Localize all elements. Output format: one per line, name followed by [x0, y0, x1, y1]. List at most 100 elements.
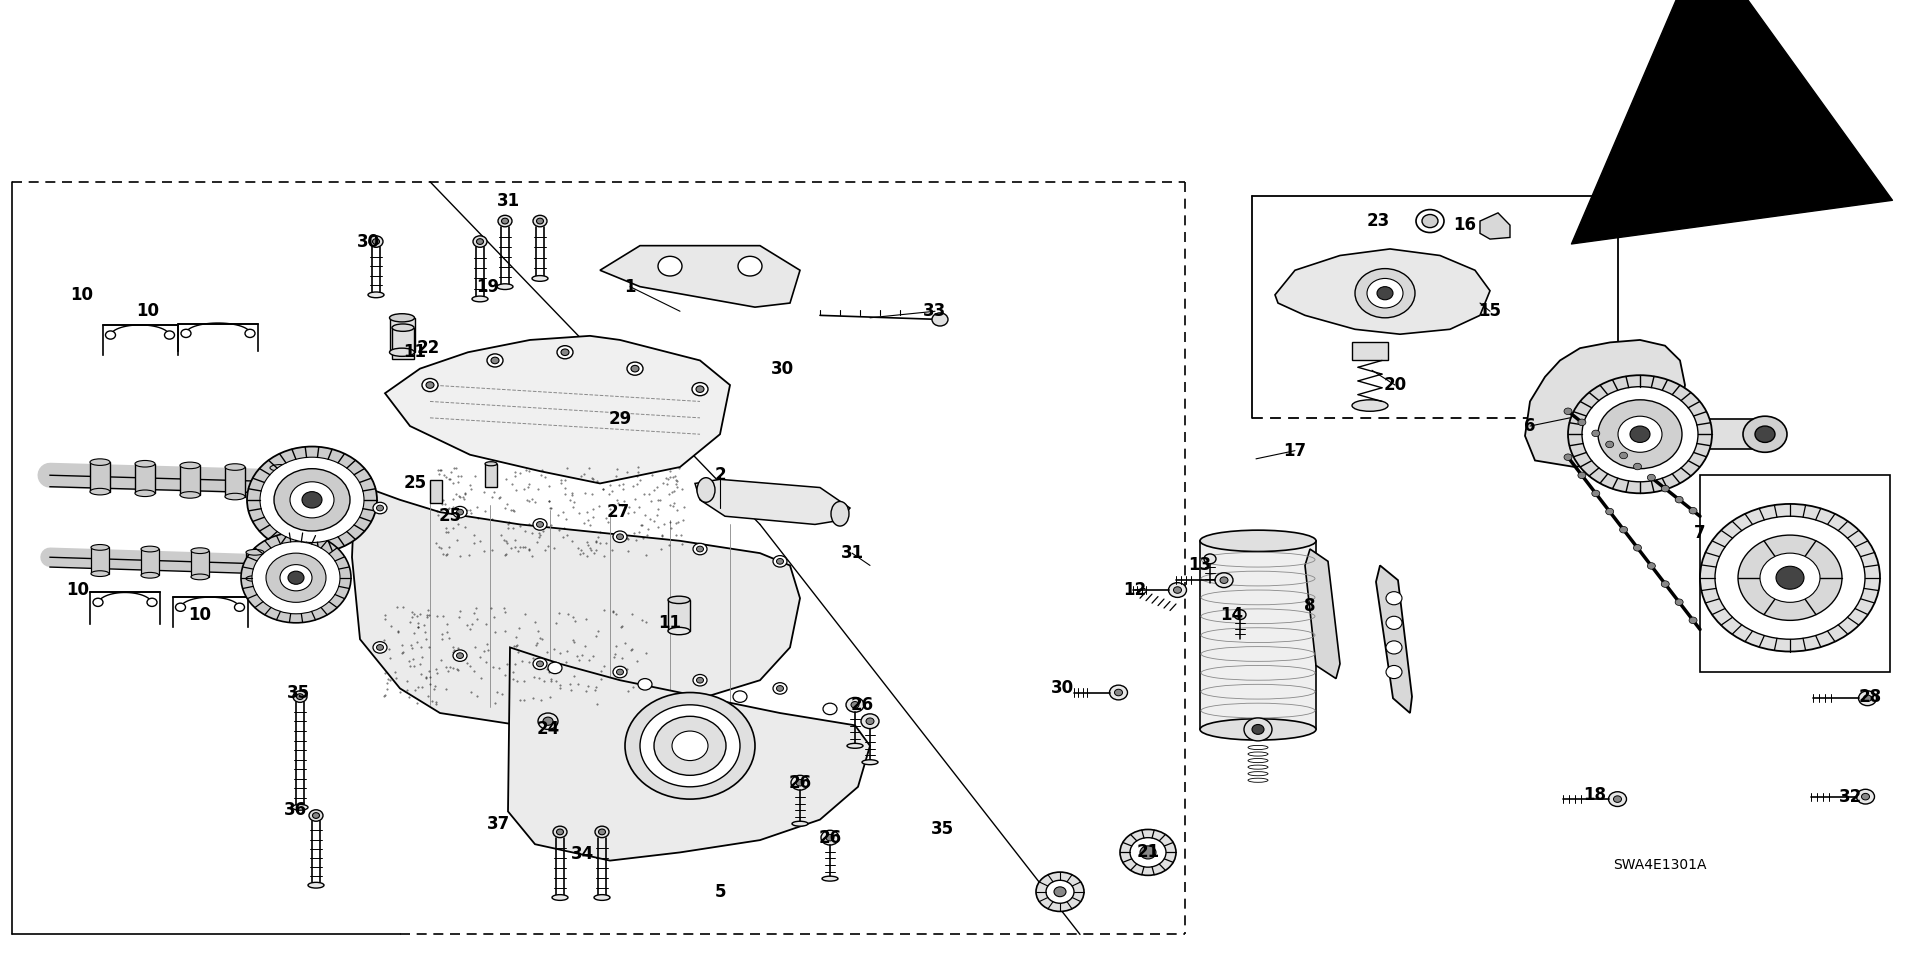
Circle shape: [536, 522, 543, 527]
Circle shape: [1634, 545, 1642, 551]
Circle shape: [1661, 485, 1668, 492]
Text: 32: 32: [1837, 787, 1862, 806]
Circle shape: [1173, 587, 1181, 594]
Text: 11: 11: [659, 614, 682, 632]
Circle shape: [372, 503, 388, 514]
Ellipse shape: [553, 895, 568, 901]
Circle shape: [1609, 792, 1626, 807]
Circle shape: [1647, 563, 1655, 570]
Circle shape: [693, 544, 707, 554]
Ellipse shape: [140, 573, 159, 578]
Text: 37: 37: [486, 815, 509, 832]
Circle shape: [791, 775, 808, 790]
Circle shape: [246, 329, 255, 338]
Circle shape: [1661, 581, 1668, 587]
Circle shape: [1738, 535, 1841, 620]
Circle shape: [1690, 617, 1697, 623]
Circle shape: [165, 331, 175, 339]
Bar: [430, 463, 689, 561]
Text: 27: 27: [607, 503, 630, 521]
Circle shape: [1169, 583, 1187, 597]
Circle shape: [457, 653, 463, 659]
Bar: [1352, 342, 1388, 361]
Circle shape: [626, 692, 755, 799]
Ellipse shape: [472, 296, 488, 302]
Circle shape: [457, 509, 463, 515]
Circle shape: [1569, 375, 1713, 493]
Ellipse shape: [134, 490, 156, 497]
Circle shape: [288, 572, 303, 584]
Circle shape: [536, 219, 543, 224]
Text: 1: 1: [624, 278, 636, 295]
Text: 19: 19: [476, 278, 499, 295]
Circle shape: [497, 216, 513, 226]
Bar: [90, 462, 109, 492]
Text: 26: 26: [789, 774, 812, 792]
Circle shape: [931, 313, 948, 326]
Circle shape: [92, 598, 104, 606]
Circle shape: [1252, 724, 1263, 735]
Circle shape: [1613, 796, 1622, 803]
Bar: [225, 467, 246, 497]
Circle shape: [534, 216, 547, 226]
Circle shape: [697, 677, 703, 683]
Circle shape: [599, 829, 605, 834]
Circle shape: [492, 357, 499, 363]
Text: 16: 16: [1453, 216, 1476, 234]
Circle shape: [655, 716, 726, 775]
Circle shape: [1862, 793, 1870, 800]
Text: 5: 5: [714, 883, 726, 901]
Bar: [90, 548, 109, 573]
Polygon shape: [386, 336, 730, 483]
Circle shape: [1699, 503, 1880, 651]
Bar: [668, 600, 689, 631]
Circle shape: [1367, 278, 1404, 308]
Circle shape: [1857, 789, 1874, 804]
Circle shape: [612, 531, 628, 543]
Text: 30: 30: [357, 232, 380, 250]
Ellipse shape: [486, 461, 497, 466]
Circle shape: [148, 598, 157, 606]
Circle shape: [1565, 408, 1572, 414]
Circle shape: [1215, 573, 1233, 588]
Text: 25: 25: [438, 507, 461, 526]
Ellipse shape: [307, 882, 324, 888]
Circle shape: [1715, 516, 1864, 640]
Circle shape: [695, 386, 705, 392]
Circle shape: [1674, 497, 1684, 503]
Circle shape: [866, 718, 874, 724]
Circle shape: [1131, 837, 1165, 867]
Circle shape: [290, 481, 334, 518]
Circle shape: [534, 519, 547, 530]
Circle shape: [369, 236, 382, 247]
Polygon shape: [599, 246, 801, 307]
Circle shape: [1859, 690, 1876, 706]
Text: 6: 6: [1524, 417, 1536, 435]
Text: 10: 10: [67, 581, 90, 599]
Ellipse shape: [791, 821, 808, 826]
Circle shape: [616, 669, 624, 675]
Circle shape: [1110, 685, 1127, 700]
Bar: [1686, 419, 1764, 449]
Bar: [392, 328, 415, 359]
Ellipse shape: [134, 460, 156, 467]
Circle shape: [372, 239, 380, 245]
Text: SWA4E1301A: SWA4E1301A: [1613, 857, 1707, 872]
Polygon shape: [1377, 566, 1411, 713]
Ellipse shape: [90, 458, 109, 465]
Circle shape: [106, 331, 115, 339]
Polygon shape: [1524, 339, 1686, 467]
Circle shape: [774, 683, 787, 694]
Ellipse shape: [369, 292, 384, 297]
Circle shape: [242, 532, 351, 622]
Ellipse shape: [180, 462, 200, 469]
Ellipse shape: [862, 760, 877, 764]
Ellipse shape: [697, 478, 714, 503]
Ellipse shape: [390, 348, 415, 357]
Circle shape: [501, 219, 509, 224]
Polygon shape: [351, 483, 801, 725]
Text: 28: 28: [1859, 688, 1882, 706]
Ellipse shape: [271, 494, 290, 501]
Circle shape: [637, 679, 653, 690]
Circle shape: [1592, 490, 1599, 497]
